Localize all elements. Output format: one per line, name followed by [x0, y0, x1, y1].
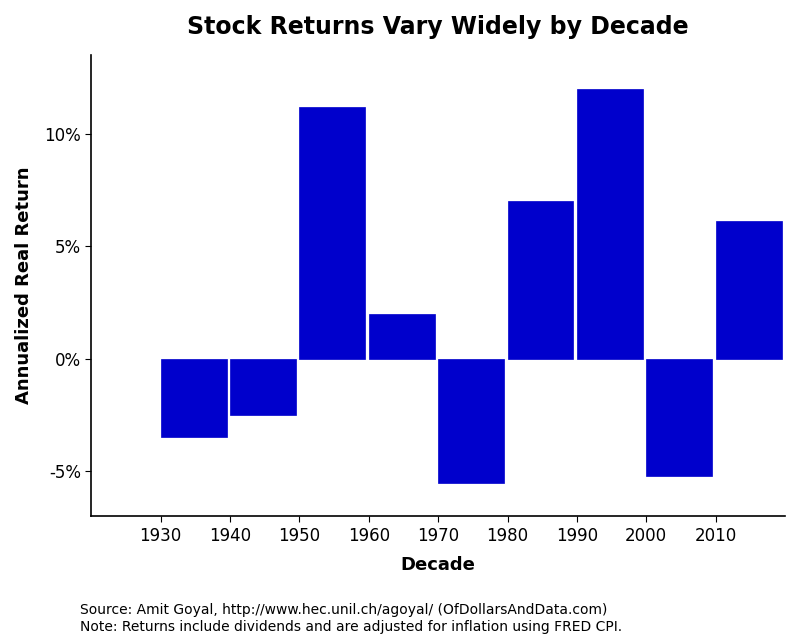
Bar	[230, 358, 296, 415]
Title: Stock Returns Vary Widely by Decade: Stock Returns Vary Widely by Decade	[187, 15, 689, 39]
Bar	[577, 88, 642, 358]
Bar	[716, 221, 782, 358]
Bar	[438, 358, 504, 483]
Bar	[507, 201, 574, 358]
Bar	[369, 314, 434, 358]
Bar	[646, 358, 712, 476]
Text: Source: Amit Goyal, http://www.hec.unil.ch/agoyal/ (OfDollarsAndData.com)
Note: : Source: Amit Goyal, http://www.hec.unil.…	[80, 604, 622, 634]
X-axis label: Decade: Decade	[401, 556, 475, 574]
Bar	[161, 358, 226, 438]
Y-axis label: Annualized Real Return: Annualized Real Return	[15, 167, 33, 404]
Bar	[299, 107, 366, 358]
